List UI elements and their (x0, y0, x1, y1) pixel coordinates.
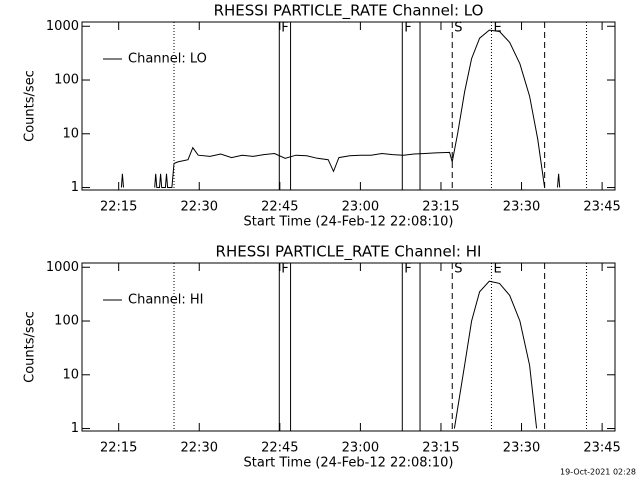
y-tick-label: 1 (71, 180, 79, 195)
data-line (453, 280, 538, 429)
x-tick-label: 22:30 (181, 200, 218, 215)
x-axis-label: Start Time (24-Feb-12 22:08:10) (244, 456, 454, 471)
y-tick-label: 1000 (46, 19, 79, 34)
x-tick-label: 23:15 (422, 200, 459, 215)
x-tick-label: 23:45 (583, 200, 620, 215)
marker-flag: E (493, 21, 501, 36)
y-axis-label: Counts/sec (23, 311, 38, 383)
y-tick-label: 100 (54, 314, 79, 329)
marker-flag: F (281, 262, 288, 277)
marker-flag: F (404, 21, 411, 36)
x-tick-label: 23:45 (583, 441, 620, 456)
x-tick-label: 22:15 (100, 441, 137, 456)
marker-flag: S (454, 21, 462, 36)
plot-frame (81, 21, 616, 191)
x-tick-label: 23:30 (503, 441, 540, 456)
plot-frame (81, 262, 616, 432)
y-tick-label: 1 (71, 421, 79, 436)
y-tick-label: 100 (54, 73, 79, 88)
marker-flag: S (454, 262, 462, 277)
y-tick-label: 10 (62, 367, 79, 382)
x-tick-label: 23:00 (342, 200, 379, 215)
timestamp: 19-Oct-2021 02:28 (560, 468, 636, 477)
y-tick-label: 1000 (46, 260, 79, 275)
y-tick-label: 10 (62, 126, 79, 141)
x-tick-label: 22:45 (261, 200, 298, 215)
legend-label: Channel: HI (128, 293, 204, 308)
x-tick-label: 23:15 (422, 441, 459, 456)
data-line (120, 29, 561, 188)
x-tick-label: 23:00 (342, 441, 379, 456)
chart-title: RHESSI PARTICLE_RATE Channel: LO (214, 2, 484, 21)
x-axis-label: Start Time (24-Feb-12 22:08:10) (244, 215, 454, 230)
marker-flag: F (281, 21, 288, 36)
legend-label: Channel: LO (128, 52, 207, 67)
chart-title: RHESSI PARTICLE_RATE Channel: HI (216, 243, 482, 262)
marker-flag: F (404, 262, 411, 277)
x-tick-label: 22:30 (181, 441, 218, 456)
y-axis-label: Counts/sec (23, 70, 38, 142)
marker-flag: E (493, 262, 501, 277)
x-tick-label: 22:15 (100, 200, 137, 215)
x-tick-label: 23:30 (503, 200, 540, 215)
x-tick-label: 22:45 (261, 441, 298, 456)
